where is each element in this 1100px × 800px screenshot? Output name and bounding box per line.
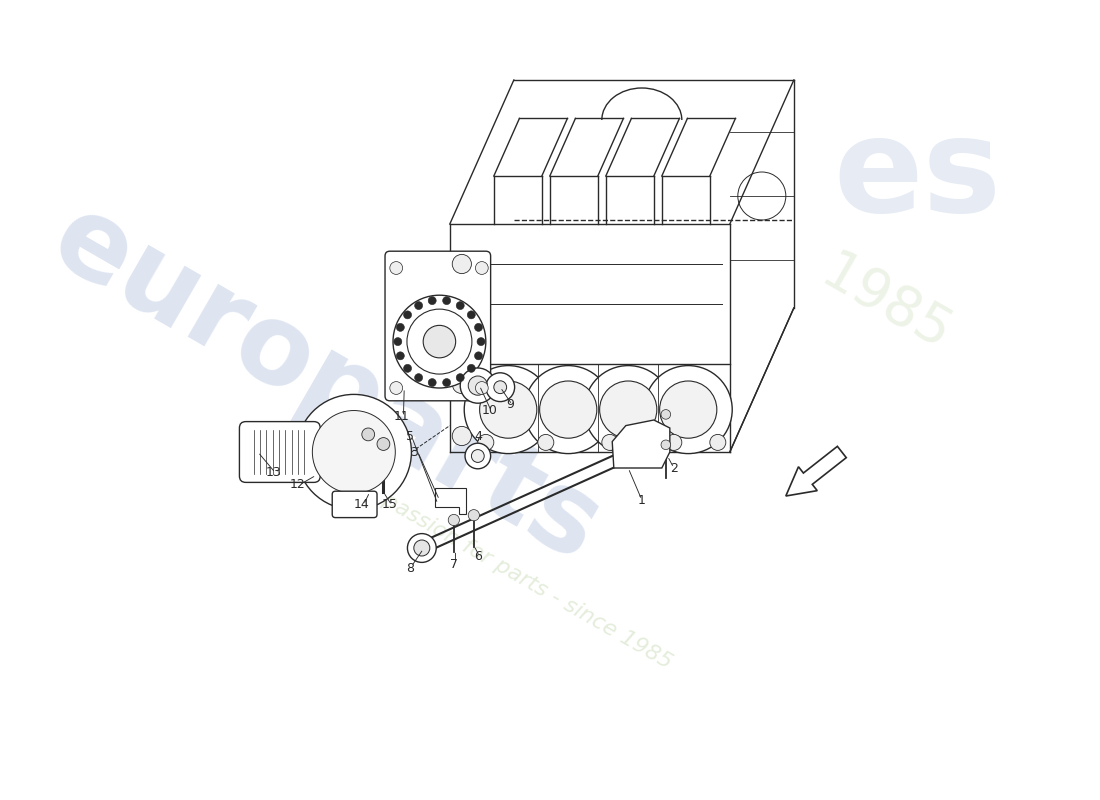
Circle shape — [442, 297, 451, 305]
Text: 6: 6 — [474, 550, 482, 562]
Circle shape — [464, 366, 552, 454]
Circle shape — [415, 302, 422, 310]
Text: 13: 13 — [266, 466, 282, 478]
Circle shape — [442, 378, 451, 386]
Polygon shape — [613, 420, 670, 468]
Circle shape — [404, 364, 411, 372]
Text: es: es — [834, 113, 1002, 239]
Circle shape — [525, 366, 613, 454]
Text: 10: 10 — [482, 404, 498, 417]
Text: 14: 14 — [354, 498, 370, 510]
Circle shape — [475, 262, 488, 274]
Circle shape — [394, 338, 402, 346]
FancyArrow shape — [785, 446, 846, 496]
Circle shape — [456, 374, 464, 382]
Circle shape — [393, 295, 486, 388]
Circle shape — [600, 381, 657, 438]
Circle shape — [474, 323, 483, 331]
Circle shape — [389, 262, 403, 274]
Text: 1985: 1985 — [811, 246, 960, 362]
Circle shape — [424, 326, 455, 358]
Text: 12: 12 — [290, 478, 306, 490]
Circle shape — [584, 366, 672, 454]
Circle shape — [474, 352, 483, 360]
Circle shape — [448, 514, 460, 526]
Text: 8: 8 — [406, 562, 414, 574]
Circle shape — [296, 394, 411, 510]
Circle shape — [494, 381, 507, 394]
Circle shape — [477, 434, 494, 450]
Polygon shape — [436, 488, 465, 514]
Circle shape — [468, 311, 475, 319]
Circle shape — [486, 373, 515, 402]
Circle shape — [602, 434, 618, 450]
Circle shape — [428, 297, 437, 305]
Circle shape — [362, 428, 375, 441]
Circle shape — [452, 426, 472, 446]
Circle shape — [415, 374, 422, 382]
Circle shape — [428, 378, 437, 386]
Circle shape — [456, 302, 464, 310]
FancyBboxPatch shape — [385, 251, 491, 401]
Circle shape — [452, 254, 472, 274]
Circle shape — [312, 410, 395, 494]
Text: 4: 4 — [474, 430, 482, 442]
Circle shape — [477, 338, 485, 346]
Circle shape — [540, 381, 597, 438]
Circle shape — [469, 510, 480, 521]
Text: 1: 1 — [638, 494, 646, 506]
Circle shape — [468, 364, 475, 372]
Circle shape — [469, 376, 487, 395]
Text: 2: 2 — [670, 462, 678, 474]
Circle shape — [472, 450, 484, 462]
Circle shape — [396, 352, 405, 360]
Circle shape — [666, 434, 682, 450]
Circle shape — [480, 381, 537, 438]
Circle shape — [389, 382, 403, 394]
Text: 5: 5 — [406, 430, 414, 442]
Text: 11: 11 — [394, 410, 409, 422]
Circle shape — [538, 434, 553, 450]
Circle shape — [460, 368, 495, 403]
Text: 3: 3 — [410, 446, 418, 458]
Text: a passion for parts - since 1985: a passion for parts - since 1985 — [361, 479, 675, 673]
Circle shape — [407, 309, 472, 374]
Circle shape — [414, 540, 430, 556]
Circle shape — [377, 438, 389, 450]
Circle shape — [661, 410, 671, 419]
Circle shape — [465, 443, 491, 469]
Text: europarts: europarts — [33, 184, 618, 584]
Circle shape — [396, 323, 405, 331]
Circle shape — [475, 382, 488, 394]
Text: 7: 7 — [450, 558, 458, 570]
Circle shape — [660, 381, 717, 438]
Circle shape — [710, 434, 726, 450]
FancyBboxPatch shape — [332, 491, 377, 518]
Circle shape — [452, 310, 472, 330]
Circle shape — [452, 374, 472, 394]
Circle shape — [404, 311, 411, 319]
Circle shape — [661, 440, 671, 450]
Text: 9: 9 — [506, 398, 514, 410]
Text: 15: 15 — [382, 498, 398, 510]
Circle shape — [645, 366, 733, 454]
FancyBboxPatch shape — [240, 422, 320, 482]
Circle shape — [407, 534, 437, 562]
